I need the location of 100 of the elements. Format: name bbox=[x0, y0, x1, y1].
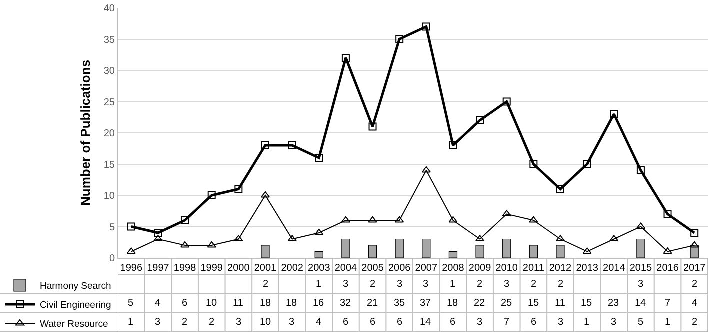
x-tick-label: 2005 bbox=[362, 263, 384, 274]
data-label: 3 bbox=[397, 279, 403, 290]
point bbox=[234, 185, 243, 194]
point bbox=[342, 54, 350, 62]
y-tick-label: 5 bbox=[109, 222, 116, 234]
y-tick-label: 25 bbox=[104, 97, 116, 108]
point bbox=[422, 22, 430, 31]
point bbox=[530, 160, 538, 168]
point bbox=[476, 116, 484, 124]
point bbox=[556, 185, 564, 194]
y-tick-label: 15 bbox=[104, 160, 116, 171]
point bbox=[154, 229, 162, 237]
x-tick-label: 1998 bbox=[174, 263, 197, 274]
y-tick-label: 10 bbox=[104, 191, 116, 202]
y-tick-label: 20 bbox=[104, 128, 116, 140]
y-axis-title: Number of Publications bbox=[78, 60, 93, 206]
x-tick-label: 2014 bbox=[603, 263, 626, 274]
point bbox=[610, 110, 618, 118]
x-tick-label: 2013 bbox=[576, 263, 599, 274]
point bbox=[208, 192, 216, 200]
data-label: 14 bbox=[420, 317, 432, 328]
data-label: 5 bbox=[638, 317, 644, 328]
x-tick-label: 2016 bbox=[656, 263, 680, 274]
data-label: 3 bbox=[611, 317, 617, 328]
data-label: 18 bbox=[286, 298, 298, 309]
data-label: 3 bbox=[558, 317, 564, 328]
bar bbox=[368, 245, 378, 258]
data-label: 2 bbox=[477, 279, 483, 290]
data-label: 1 bbox=[584, 317, 590, 328]
legend-label: Civil Engineering bbox=[40, 300, 112, 312]
data-label: 4 bbox=[692, 298, 698, 309]
y-tick-label: 35 bbox=[104, 34, 116, 46]
x-tick-label: 2007 bbox=[415, 263, 438, 274]
x-tick-label: 2012 bbox=[549, 263, 572, 274]
point bbox=[368, 122, 377, 131]
bar bbox=[448, 251, 458, 258]
data-label: 6 bbox=[450, 317, 456, 328]
data-label: 3 bbox=[155, 317, 161, 328]
data-label: 3 bbox=[504, 279, 510, 290]
bar bbox=[342, 238, 350, 258]
bar bbox=[636, 238, 646, 258]
data-label: 3 bbox=[638, 279, 644, 290]
x-tick-label: 2009 bbox=[468, 263, 492, 274]
data-label: 11 bbox=[233, 298, 244, 309]
point bbox=[664, 210, 672, 218]
data-label: 4 bbox=[316, 317, 322, 328]
bar bbox=[529, 245, 538, 258]
data-label: 2 bbox=[692, 279, 698, 290]
data-label: 21 bbox=[367, 298, 379, 309]
data-label: 11 bbox=[555, 298, 566, 309]
data-label: 2 bbox=[558, 279, 564, 290]
point bbox=[690, 229, 699, 237]
data-label: 1 bbox=[316, 279, 322, 290]
bar bbox=[395, 238, 404, 258]
y-tick-label: 40 bbox=[104, 4, 116, 14]
data-label: 4 bbox=[155, 298, 161, 309]
data-label: 18 bbox=[260, 298, 272, 309]
point bbox=[583, 160, 592, 168]
bar bbox=[556, 245, 565, 258]
data-label: 3 bbox=[289, 317, 295, 328]
point bbox=[315, 154, 324, 162]
x-tick-label: 1999 bbox=[200, 263, 224, 274]
data-label: 2 bbox=[182, 317, 188, 328]
bar bbox=[502, 238, 512, 258]
bar bbox=[314, 251, 324, 258]
x-tick-label: 2001 bbox=[254, 263, 278, 274]
y-tick-label: 0 bbox=[109, 254, 116, 264]
data-label: 1 bbox=[128, 317, 134, 328]
legend-label: Water Resource bbox=[40, 319, 108, 330]
point bbox=[449, 142, 458, 150]
data-label: 3 bbox=[423, 279, 429, 290]
data-label: 5 bbox=[128, 298, 134, 309]
x-tick-label: 2000 bbox=[228, 263, 250, 274]
data-label: 6 bbox=[343, 317, 349, 328]
bar bbox=[261, 245, 270, 258]
point bbox=[181, 216, 190, 224]
x-tick-label: 2011 bbox=[522, 263, 545, 274]
data-label: 2 bbox=[209, 317, 215, 328]
data-label: 15 bbox=[581, 298, 593, 309]
point bbox=[502, 98, 511, 106]
data-label: 14 bbox=[635, 298, 647, 309]
data-label: 6 bbox=[531, 317, 537, 328]
data-label: 18 bbox=[447, 298, 459, 309]
data-label: 3 bbox=[236, 317, 242, 328]
data-label: 23 bbox=[608, 298, 620, 309]
data-label: 16 bbox=[313, 298, 325, 309]
x-tick-label: 2002 bbox=[281, 263, 304, 274]
x-tick-label: 1996 bbox=[120, 263, 143, 274]
point bbox=[127, 222, 136, 231]
data-label: 32 bbox=[340, 298, 352, 309]
data-label: 2 bbox=[692, 317, 698, 328]
data-label: 6 bbox=[370, 317, 376, 328]
x-tick-label: 2004 bbox=[334, 263, 358, 274]
x-tick-label: 2003 bbox=[308, 263, 331, 274]
x-tick-label: 2015 bbox=[630, 263, 653, 274]
data-label: 7 bbox=[504, 317, 510, 328]
data-label: 22 bbox=[474, 298, 486, 309]
data-label: 2 bbox=[370, 279, 376, 290]
x-tick-label: 1997 bbox=[147, 263, 170, 274]
point bbox=[262, 142, 270, 150]
